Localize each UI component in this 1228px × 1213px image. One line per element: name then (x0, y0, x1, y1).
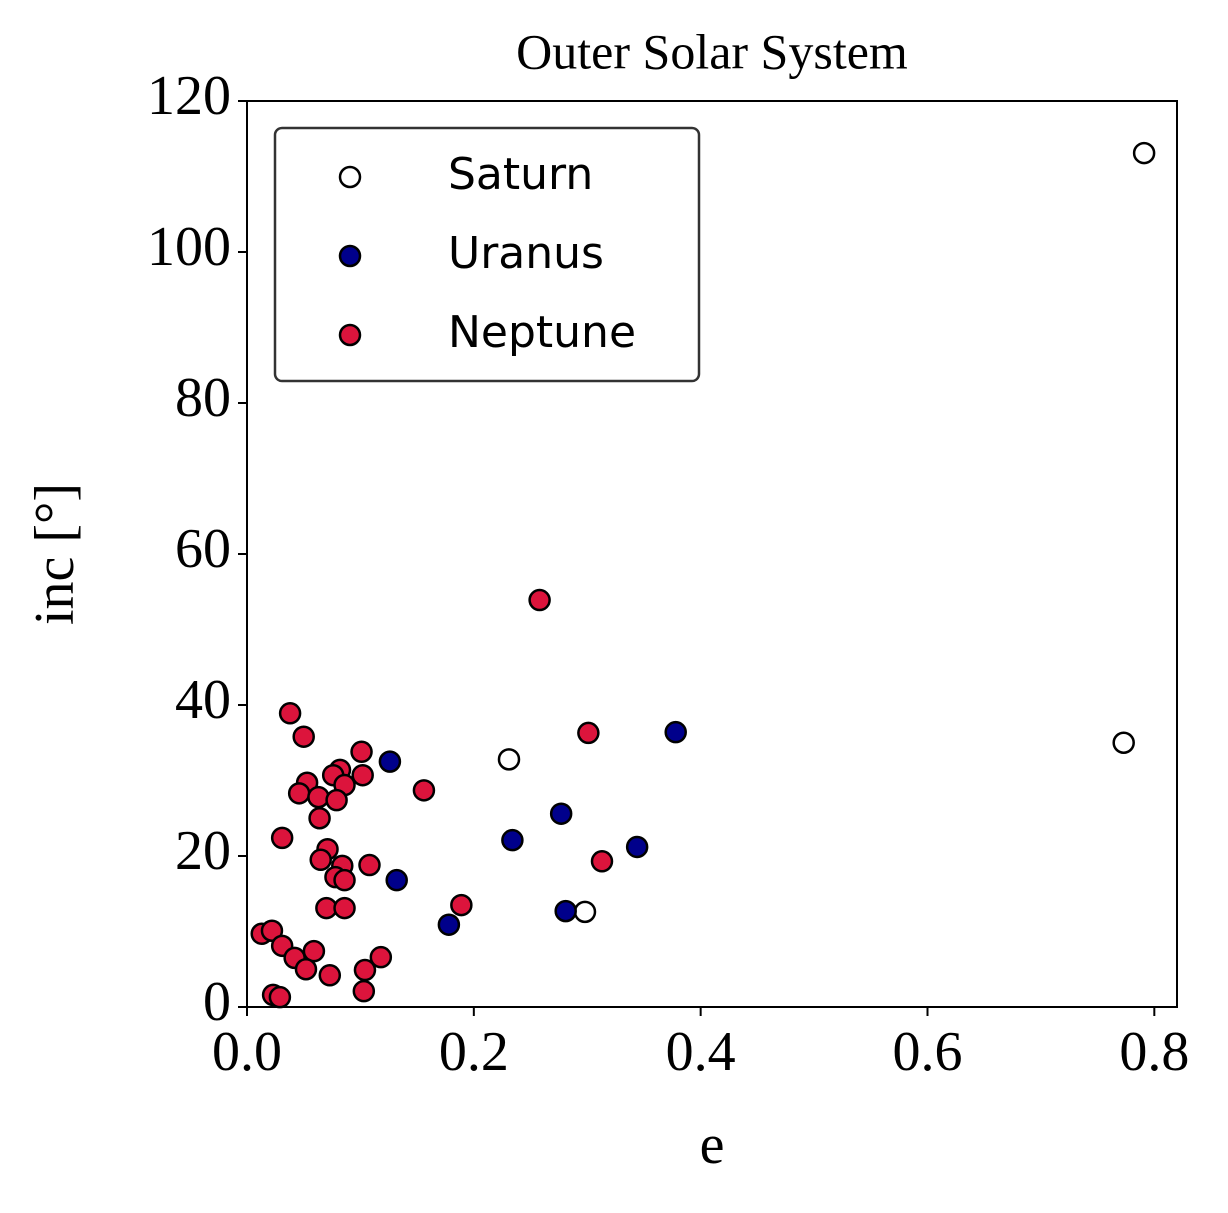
point (325, 788, 348, 812)
y-tick-label: 120 (147, 65, 231, 127)
point (278, 702, 302, 725)
point (497, 748, 521, 771)
legend-marker (338, 244, 362, 268)
y-tick-label: 20 (175, 820, 231, 882)
point (309, 848, 332, 872)
point (369, 945, 393, 969)
y-tick-label: 60 (175, 518, 231, 580)
legend-box (273, 126, 701, 383)
x-axis-label: e (700, 1114, 725, 1176)
point (554, 899, 577, 923)
point (270, 826, 294, 850)
point (352, 979, 376, 1003)
legend-label: Neptune (448, 307, 636, 358)
chart-title: Outer Solar System (516, 23, 908, 79)
point (318, 964, 342, 987)
point (358, 853, 381, 877)
point (268, 985, 292, 1009)
legend-label: Saturn (448, 149, 593, 200)
point (1132, 141, 1156, 165)
point (549, 802, 573, 825)
point (308, 807, 331, 830)
x-tick-label: 0.2 (439, 1021, 509, 1083)
point (528, 588, 551, 612)
x-tick-label: 0.0 (212, 1021, 282, 1083)
y-axis-label: inc [°] (24, 483, 86, 625)
point (1112, 731, 1135, 754)
x-tick-label: 0.8 (1119, 1021, 1189, 1083)
point (590, 850, 614, 873)
point (294, 958, 318, 981)
y-tick-label: 40 (175, 669, 231, 731)
legend-marker (338, 323, 362, 347)
point (385, 868, 408, 892)
point (302, 939, 326, 963)
point (450, 893, 473, 917)
point (292, 725, 315, 748)
legend-marker (338, 165, 362, 189)
point (351, 763, 374, 787)
point (333, 868, 356, 892)
point (577, 721, 600, 745)
x-tick-label: 0.4 (666, 1021, 736, 1083)
point (260, 919, 284, 942)
point (437, 913, 461, 936)
y-tick-label: 0 (203, 971, 231, 1033)
point (307, 785, 330, 809)
point (625, 835, 649, 859)
point (664, 720, 687, 744)
y-tick-label: 100 (147, 216, 231, 278)
point (573, 900, 597, 924)
legend-label: Uranus (448, 228, 604, 279)
point (501, 828, 524, 852)
point (333, 896, 356, 920)
point (350, 740, 373, 764)
y-tick-label: 80 (175, 367, 231, 429)
point (353, 958, 377, 982)
x-tick-label: 0.6 (892, 1021, 962, 1083)
point (378, 750, 402, 773)
point (287, 782, 311, 805)
point (412, 779, 436, 802)
